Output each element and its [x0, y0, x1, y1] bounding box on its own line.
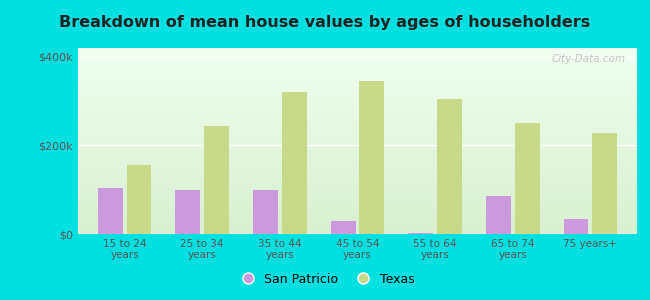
Bar — [204, 125, 229, 234]
Bar — [592, 133, 617, 234]
Legend: San Patricio, Texas: San Patricio, Texas — [231, 268, 419, 291]
Bar — [408, 233, 433, 234]
Bar — [437, 99, 462, 234]
Bar — [515, 123, 540, 234]
Bar — [176, 190, 200, 234]
Bar — [331, 221, 356, 234]
Text: Breakdown of mean house values by ages of householders: Breakdown of mean house values by ages o… — [59, 15, 591, 30]
Bar — [359, 81, 384, 234]
Text: City-Data.com: City-Data.com — [552, 54, 626, 64]
Bar — [127, 165, 151, 234]
Bar — [486, 196, 511, 234]
Bar — [253, 190, 278, 234]
Bar — [282, 92, 307, 234]
Bar — [564, 218, 588, 234]
Bar — [98, 188, 123, 234]
